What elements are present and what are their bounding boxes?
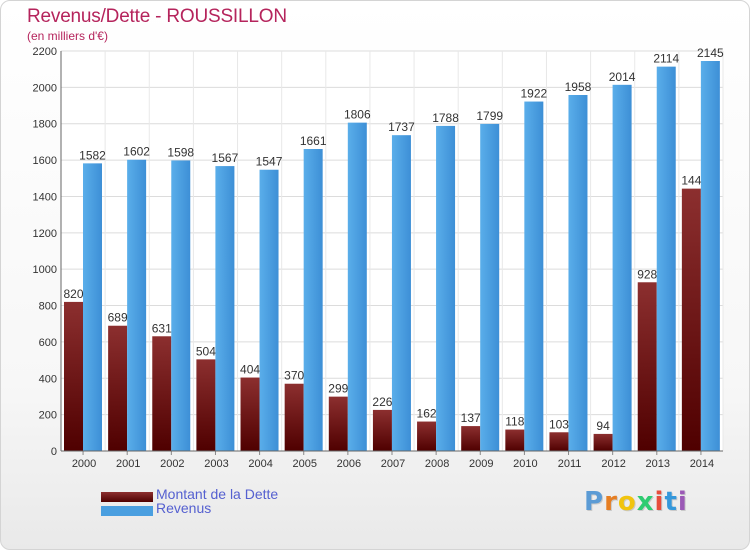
x-tick-label: 2003	[204, 458, 228, 470]
bar-revenus	[524, 101, 544, 451]
data-label-dette: 103	[549, 417, 569, 431]
bar-dette	[372, 409, 392, 451]
y-tick-label: 200	[39, 410, 57, 422]
x-tick-label: 2009	[469, 458, 493, 470]
data-label-revenus: 1547	[256, 155, 283, 169]
data-label-dette: 820	[63, 287, 83, 301]
chart-subtitle: (en milliers d'€)	[27, 29, 108, 43]
bar-dette	[328, 396, 348, 451]
bar-revenus	[347, 122, 367, 452]
data-label-dette: 299	[328, 382, 348, 396]
data-label-dette: 370	[284, 369, 304, 383]
data-label-revenus: 1922	[520, 87, 547, 101]
legend-swatch-revenus	[101, 506, 153, 516]
data-label-revenus: 1598	[167, 145, 194, 159]
data-label-dette: 404	[240, 363, 260, 377]
bar-revenus	[259, 169, 279, 451]
bar-dette	[196, 359, 216, 451]
y-tick-label: 1800	[33, 119, 57, 131]
data-label-revenus: 1806	[344, 108, 371, 122]
y-tick-label: 1000	[33, 264, 57, 276]
data-label-revenus: 1958	[565, 80, 592, 94]
bar-dette	[549, 432, 569, 451]
data-label-dette: 94	[596, 419, 610, 433]
bar-revenus	[83, 163, 102, 451]
bar-dette	[681, 188, 701, 452]
bar-dette	[593, 433, 613, 451]
data-label-revenus: 1582	[79, 148, 106, 162]
bar-dette	[637, 282, 657, 451]
data-label-dette: 118	[505, 415, 524, 429]
x-tick-label: 2001	[116, 458, 140, 470]
bar-dette	[64, 301, 83, 451]
data-label-dette: 504	[196, 344, 216, 358]
data-label-dette: 162	[417, 407, 437, 421]
data-label-revenus: 2114	[653, 52, 679, 66]
data-label-dette: 928	[637, 267, 657, 281]
chart-title: Revenus/Dette - ROUSSILLON	[27, 6, 287, 27]
bar-revenus	[568, 95, 588, 451]
y-tick-label: 2200	[33, 46, 57, 58]
y-tick-label: 800	[39, 301, 57, 313]
data-label-dette: 226	[372, 395, 392, 409]
data-label-revenus: 1661	[300, 134, 327, 148]
x-tick-label: 2000	[72, 458, 96, 470]
bar-revenus	[656, 66, 676, 452]
x-tick-label: 2006	[337, 458, 361, 470]
data-label-dette: 137	[461, 411, 481, 425]
y-tick-label: 2000	[33, 82, 57, 94]
bar-revenus	[480, 123, 500, 451]
data-label-dette: 689	[108, 311, 128, 325]
proxiti-logo: Proxiti	[584, 487, 688, 517]
data-label-revenus: 1602	[123, 145, 150, 159]
bar-revenus	[612, 84, 632, 452]
data-label-revenus: 2014	[609, 70, 636, 84]
data-label-revenus: 2145	[697, 46, 724, 60]
x-tick-label: 2007	[381, 458, 405, 470]
bar-dette	[417, 421, 437, 451]
bar-dette	[505, 429, 525, 451]
bar-dette	[461, 426, 481, 451]
y-tick-label: 1600	[33, 155, 57, 167]
legend-swatch-dette	[101, 492, 153, 502]
y-tick-label: 0	[51, 446, 57, 458]
bar-dette	[240, 377, 260, 451]
bar-revenus	[215, 166, 235, 451]
data-label-dette: 144	[681, 174, 701, 188]
y-tick-label: 1400	[33, 191, 57, 203]
bar-dette	[152, 336, 172, 451]
data-label-revenus: 1788	[432, 111, 459, 125]
bar-revenus	[171, 160, 191, 452]
x-tick-label: 2013	[646, 458, 670, 470]
x-tick-label: 2012	[601, 458, 625, 470]
bar-dette	[284, 383, 304, 451]
legend-label-dette: Montant de la Dette	[156, 486, 279, 502]
x-tick-label: 2004	[248, 458, 272, 470]
y-tick-label: 600	[39, 337, 57, 349]
x-tick-label: 2014	[690, 458, 714, 470]
data-label-dette: 631	[152, 321, 172, 335]
x-tick-label: 2011	[558, 458, 582, 470]
x-tick-label: 2010	[513, 458, 537, 470]
data-label-revenus: 1567	[212, 151, 239, 165]
bar-revenus	[391, 135, 411, 451]
bar-revenus	[127, 159, 147, 451]
x-tick-label: 2002	[160, 458, 184, 470]
data-label-revenus: 1799	[476, 109, 503, 123]
legend-label-revenus: Revenus	[156, 500, 212, 516]
bar-revenus	[700, 61, 720, 451]
y-tick-label: 1200	[33, 228, 57, 240]
bar-dette	[108, 325, 128, 451]
data-label-revenus: 1737	[388, 120, 415, 134]
bar-revenus	[436, 125, 456, 451]
y-tick-label: 400	[39, 373, 57, 385]
x-tick-label: 2005	[292, 458, 316, 470]
bar-revenus	[303, 149, 323, 451]
x-tick-label: 2008	[425, 458, 449, 470]
